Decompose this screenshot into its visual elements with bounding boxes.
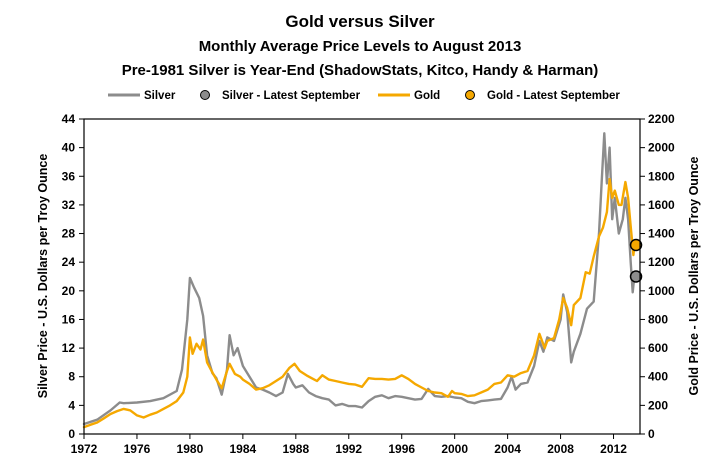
y-right-tick-label: 1400 xyxy=(648,227,675,241)
y-axis-right-title: Gold Price - U.S. Dollars per Troy Ounce xyxy=(687,156,701,395)
y-right-tick-label: 1800 xyxy=(648,169,675,183)
plot-frame xyxy=(83,118,641,435)
y-right-tick-label: 2000 xyxy=(648,141,675,155)
y-left-tick-label: 44 xyxy=(62,112,76,126)
x-tick-label: 1984 xyxy=(230,442,257,456)
legend-silver-label: Silver xyxy=(144,90,176,102)
tick-layer: 0 4 8 12 16 20 24 28 32 36 40 44 0 200 400 600 800 1000 12… xyxy=(62,112,675,456)
y-right-tick-label: 600 xyxy=(648,341,668,355)
legend-silver-marker xyxy=(200,90,210,100)
x-tick-label: 2004 xyxy=(494,442,521,456)
chart-subtitle-1: Monthly Average Price Levels to August 2… xyxy=(199,38,522,55)
x-tick-label: 1972 xyxy=(71,442,98,456)
y-right-tick-label: 800 xyxy=(648,312,668,326)
y-left-tick-label: 36 xyxy=(62,169,76,183)
y-right-tick-label: 0 xyxy=(648,427,655,441)
x-tick-label: 2008 xyxy=(547,442,574,456)
y-right-tick-label: 2200 xyxy=(648,112,675,126)
y-left-tick-label: 0 xyxy=(68,427,75,441)
x-tick-label: 1988 xyxy=(282,442,309,456)
y-left-tick-label: 32 xyxy=(62,198,76,212)
y-axis-left-title: Silver Price - U.S. Dollars per Troy Oun… xyxy=(36,154,50,399)
series-gold-line xyxy=(82,177,636,429)
x-tick-label: 1980 xyxy=(177,442,204,456)
legend-gold-label: Gold xyxy=(414,90,440,102)
y-left-tick-label: 20 xyxy=(62,284,76,298)
x-tick-label: 2000 xyxy=(441,442,468,456)
y-left-tick-label: 28 xyxy=(62,227,76,241)
y-right-tick-label: 1000 xyxy=(648,284,675,298)
chart-title: Gold versus Silver xyxy=(285,12,435,31)
marker-gold-latest-september xyxy=(629,238,643,252)
x-tick-label: 1992 xyxy=(335,442,362,456)
series-layer xyxy=(82,132,643,429)
y-left-tick-label: 24 xyxy=(62,255,76,269)
y-right-tick-label: 1200 xyxy=(648,255,675,269)
chart-subtitle-2: Pre-1981 Silver is Year-End (ShadowStats… xyxy=(122,62,599,79)
legend-silver-latest-label: Silver - Latest September xyxy=(222,90,361,102)
x-tick-label: 2012 xyxy=(600,442,627,456)
y-right-tick-label: 200 xyxy=(648,398,668,412)
y-left-tick-label: 4 xyxy=(68,398,75,412)
legend: Silver Silver - Latest September Gold Go… xyxy=(108,90,620,102)
y-left-tick-label: 8 xyxy=(68,370,75,384)
y-right-tick-label: 1600 xyxy=(648,198,675,212)
y-left-tick-label: 16 xyxy=(62,312,76,326)
series-silver-line xyxy=(82,132,636,426)
x-tick-label: 1996 xyxy=(388,442,415,456)
y-left-tick-label: 40 xyxy=(62,141,76,155)
legend-gold-marker xyxy=(465,90,475,100)
legend-gold-latest-label: Gold - Latest September xyxy=(487,90,620,102)
x-tick-label: 1976 xyxy=(124,442,151,456)
y-left-tick-label: 12 xyxy=(62,341,76,355)
marker-silver-latest-september xyxy=(629,270,643,283)
y-right-tick-label: 400 xyxy=(648,370,668,384)
